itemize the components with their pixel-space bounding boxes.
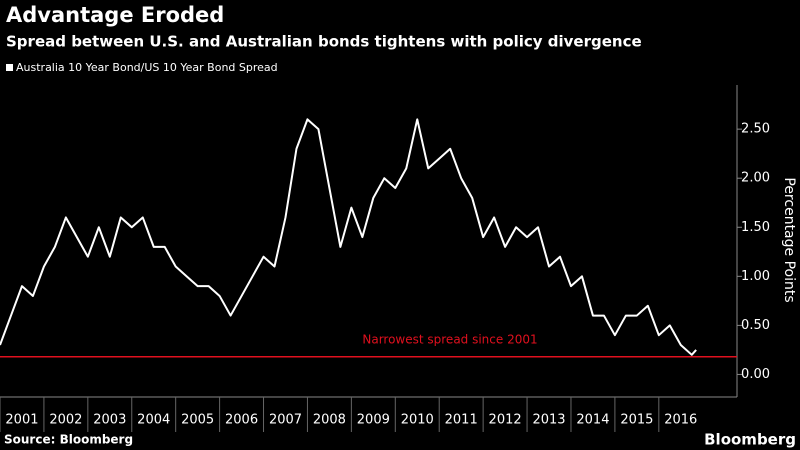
y-tick-label: 0.00 [741, 367, 770, 382]
chart-title: Advantage Eroded [6, 3, 224, 27]
x-tick-label: 2002 [49, 413, 82, 428]
source: Source: Bloomberg [4, 433, 133, 447]
y-axis-label: Percentage Points [781, 177, 797, 302]
x-tick-label: 2014 [576, 413, 609, 428]
reference-label: Narrowest spread since 2001 [362, 332, 537, 346]
x-tick-label: 2008 [313, 413, 346, 428]
legend-label: Australia 10 Year Bond/US 10 Year Bond S… [16, 61, 278, 74]
x-tick-label: 2003 [93, 413, 126, 428]
x-tick-label: 2001 [5, 413, 38, 428]
legend-swatch [6, 64, 13, 71]
x-tick-label: 2013 [532, 413, 565, 428]
x-tick-label: 2005 [181, 413, 214, 428]
x-tick-label: 2016 [664, 413, 697, 428]
series-line [0, 118, 697, 356]
y-tick-label: 2.00 [741, 171, 770, 186]
x-tick-label: 2004 [137, 413, 170, 428]
x-tick-label: 2009 [357, 413, 390, 428]
y-tick-label: 2.50 [741, 122, 770, 137]
x-tick-label: 2010 [401, 413, 434, 428]
y-tick-label: 0.50 [741, 318, 770, 333]
x-tick-label: 2007 [269, 413, 302, 428]
x-tick-label: 2006 [225, 413, 258, 428]
x-tick-label: 2012 [489, 413, 522, 428]
brand: Bloomberg [704, 431, 796, 449]
x-tick-label: 2011 [445, 413, 478, 428]
y-tick-label: 1.50 [741, 220, 770, 235]
y-tick-label: 1.00 [741, 269, 770, 284]
chart-subtitle: Spread between U.S. and Australian bonds… [6, 33, 642, 51]
x-tick-label: 2015 [620, 413, 653, 428]
